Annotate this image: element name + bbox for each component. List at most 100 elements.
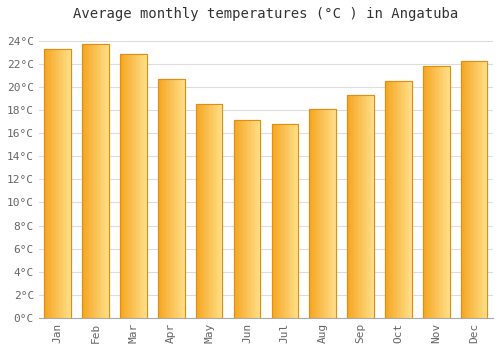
Bar (235, 120, 236, 318)
Bar (367, 95, 368, 318)
Bar (443, 66, 444, 318)
Bar (402, 81, 404, 318)
Bar (396, 81, 397, 318)
Bar (183, 79, 184, 318)
Bar (320, 109, 322, 318)
Bar (158, 79, 184, 318)
Bar (424, 66, 426, 318)
Bar (259, 120, 260, 318)
Bar (93, 44, 94, 318)
Bar (290, 124, 292, 318)
Bar (106, 44, 108, 318)
Bar (55, 49, 56, 318)
Bar (462, 61, 464, 318)
Bar (122, 55, 123, 318)
Bar (315, 109, 316, 318)
Bar (234, 120, 260, 318)
Bar (209, 104, 210, 318)
Bar (196, 104, 222, 318)
Bar (401, 81, 402, 318)
Bar (482, 61, 484, 318)
Bar (217, 104, 218, 318)
Bar (251, 120, 252, 318)
Bar (390, 81, 392, 318)
Bar (144, 55, 146, 318)
Bar (239, 120, 240, 318)
Bar (385, 81, 386, 318)
Bar (293, 124, 294, 318)
Bar (205, 104, 206, 318)
Bar (371, 95, 372, 318)
Bar (474, 61, 476, 318)
Bar (248, 120, 250, 318)
Bar (128, 55, 130, 318)
Bar (92, 44, 93, 318)
Bar (104, 44, 105, 318)
Bar (330, 109, 332, 318)
Bar (70, 49, 71, 318)
Bar (473, 61, 474, 318)
Bar (247, 120, 248, 318)
Bar (50, 49, 51, 318)
Bar (432, 66, 434, 318)
Bar (197, 104, 198, 318)
Bar (362, 95, 363, 318)
Bar (448, 66, 450, 318)
Bar (356, 95, 358, 318)
Bar (82, 44, 109, 318)
Bar (477, 61, 478, 318)
Bar (255, 120, 256, 318)
Bar (385, 81, 411, 318)
Bar (404, 81, 405, 318)
Bar (444, 66, 446, 318)
Bar (318, 109, 320, 318)
Bar (136, 55, 138, 318)
Bar (242, 120, 243, 318)
Bar (66, 49, 67, 318)
Bar (238, 120, 239, 318)
Bar (210, 104, 212, 318)
Bar (272, 124, 298, 318)
Bar (389, 81, 390, 318)
Bar (142, 55, 144, 318)
Bar (213, 104, 214, 318)
Bar (430, 66, 431, 318)
Bar (426, 66, 427, 318)
Bar (480, 61, 481, 318)
Bar (310, 109, 336, 318)
Bar (324, 109, 326, 318)
Bar (392, 81, 393, 318)
Bar (67, 49, 68, 318)
Bar (88, 44, 89, 318)
Bar (442, 66, 443, 318)
Bar (348, 95, 374, 318)
Bar (162, 79, 164, 318)
Bar (436, 66, 438, 318)
Bar (397, 81, 398, 318)
Bar (198, 104, 200, 318)
Bar (234, 120, 235, 318)
Bar (370, 95, 371, 318)
Bar (82, 44, 109, 318)
Bar (206, 104, 208, 318)
Bar (196, 104, 197, 318)
Bar (364, 95, 366, 318)
Bar (254, 120, 255, 318)
Bar (484, 61, 486, 318)
Bar (182, 79, 183, 318)
Bar (86, 44, 88, 318)
Bar (461, 61, 487, 318)
Bar (385, 81, 411, 318)
Bar (431, 66, 432, 318)
Bar (158, 79, 184, 318)
Bar (286, 124, 288, 318)
Bar (472, 61, 473, 318)
Bar (179, 79, 180, 318)
Bar (134, 55, 135, 318)
Bar (405, 81, 406, 318)
Bar (216, 104, 217, 318)
Bar (131, 55, 132, 318)
Bar (52, 49, 54, 318)
Bar (410, 81, 412, 318)
Bar (51, 49, 52, 318)
